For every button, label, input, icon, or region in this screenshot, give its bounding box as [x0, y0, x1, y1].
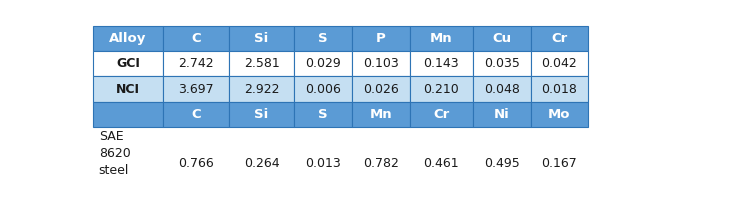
Bar — [352, 51, 409, 76]
Text: 0.461: 0.461 — [424, 157, 459, 170]
Bar — [531, 102, 588, 127]
Bar — [294, 76, 352, 102]
Bar — [352, 102, 409, 127]
Bar — [531, 51, 588, 76]
Text: Mn: Mn — [369, 108, 392, 121]
Text: 0.782: 0.782 — [363, 157, 399, 170]
Bar — [531, 26, 588, 51]
Text: SAE
8620
steel: SAE 8620 steel — [99, 130, 130, 177]
Text: 0.042: 0.042 — [542, 57, 577, 70]
Bar — [473, 76, 531, 102]
Bar — [93, 102, 163, 127]
Text: Cr: Cr — [551, 32, 568, 45]
Bar — [229, 26, 294, 51]
Bar — [229, 76, 294, 102]
Bar — [294, 26, 352, 51]
Bar — [473, 51, 531, 76]
Text: 2.922: 2.922 — [244, 83, 279, 96]
Bar — [93, 76, 163, 102]
Text: 0.048: 0.048 — [484, 83, 519, 96]
Bar — [229, 102, 294, 127]
Bar — [229, 51, 294, 76]
Text: S: S — [319, 32, 328, 45]
Text: GCI: GCI — [116, 57, 140, 70]
Text: 2.581: 2.581 — [244, 57, 279, 70]
Bar — [409, 51, 473, 76]
Text: 0.495: 0.495 — [484, 157, 519, 170]
Text: C: C — [191, 32, 201, 45]
Bar — [409, 26, 473, 51]
Text: 0.013: 0.013 — [305, 157, 341, 170]
Text: Si: Si — [254, 108, 269, 121]
Text: 0.167: 0.167 — [542, 157, 577, 170]
Text: 0.029: 0.029 — [305, 57, 341, 70]
Text: 0.210: 0.210 — [424, 83, 459, 96]
Text: 0.026: 0.026 — [363, 83, 399, 96]
Bar — [163, 26, 229, 51]
Bar — [473, 26, 531, 51]
Bar — [409, 102, 473, 127]
Bar — [294, 51, 352, 76]
Text: Mn: Mn — [430, 32, 452, 45]
Text: Alloy: Alloy — [109, 32, 146, 45]
Text: 0.103: 0.103 — [363, 57, 399, 70]
Text: 0.018: 0.018 — [542, 83, 577, 96]
Text: C: C — [191, 108, 201, 121]
Text: 2.742: 2.742 — [178, 57, 214, 70]
Bar — [352, 76, 409, 102]
Bar — [163, 51, 229, 76]
Bar — [163, 102, 229, 127]
Bar — [294, 102, 352, 127]
Bar — [93, 51, 163, 76]
Text: Mo: Mo — [548, 108, 571, 121]
Bar — [473, 102, 531, 127]
Bar — [352, 26, 409, 51]
Text: Ni: Ni — [494, 108, 510, 121]
Text: P: P — [376, 32, 386, 45]
Text: Cr: Cr — [433, 108, 450, 121]
Bar — [409, 76, 473, 102]
Text: Si: Si — [254, 32, 269, 45]
Text: NCI: NCI — [116, 83, 140, 96]
Text: 3.697: 3.697 — [178, 83, 214, 96]
Text: 0.264: 0.264 — [244, 157, 279, 170]
Text: 0.006: 0.006 — [305, 83, 341, 96]
Bar — [531, 76, 588, 102]
Text: 0.035: 0.035 — [484, 57, 519, 70]
Bar — [163, 76, 229, 102]
Bar — [93, 26, 163, 51]
Text: 0.766: 0.766 — [178, 157, 214, 170]
Text: Cu: Cu — [492, 32, 511, 45]
Text: S: S — [319, 108, 328, 121]
Text: 0.143: 0.143 — [424, 57, 459, 70]
